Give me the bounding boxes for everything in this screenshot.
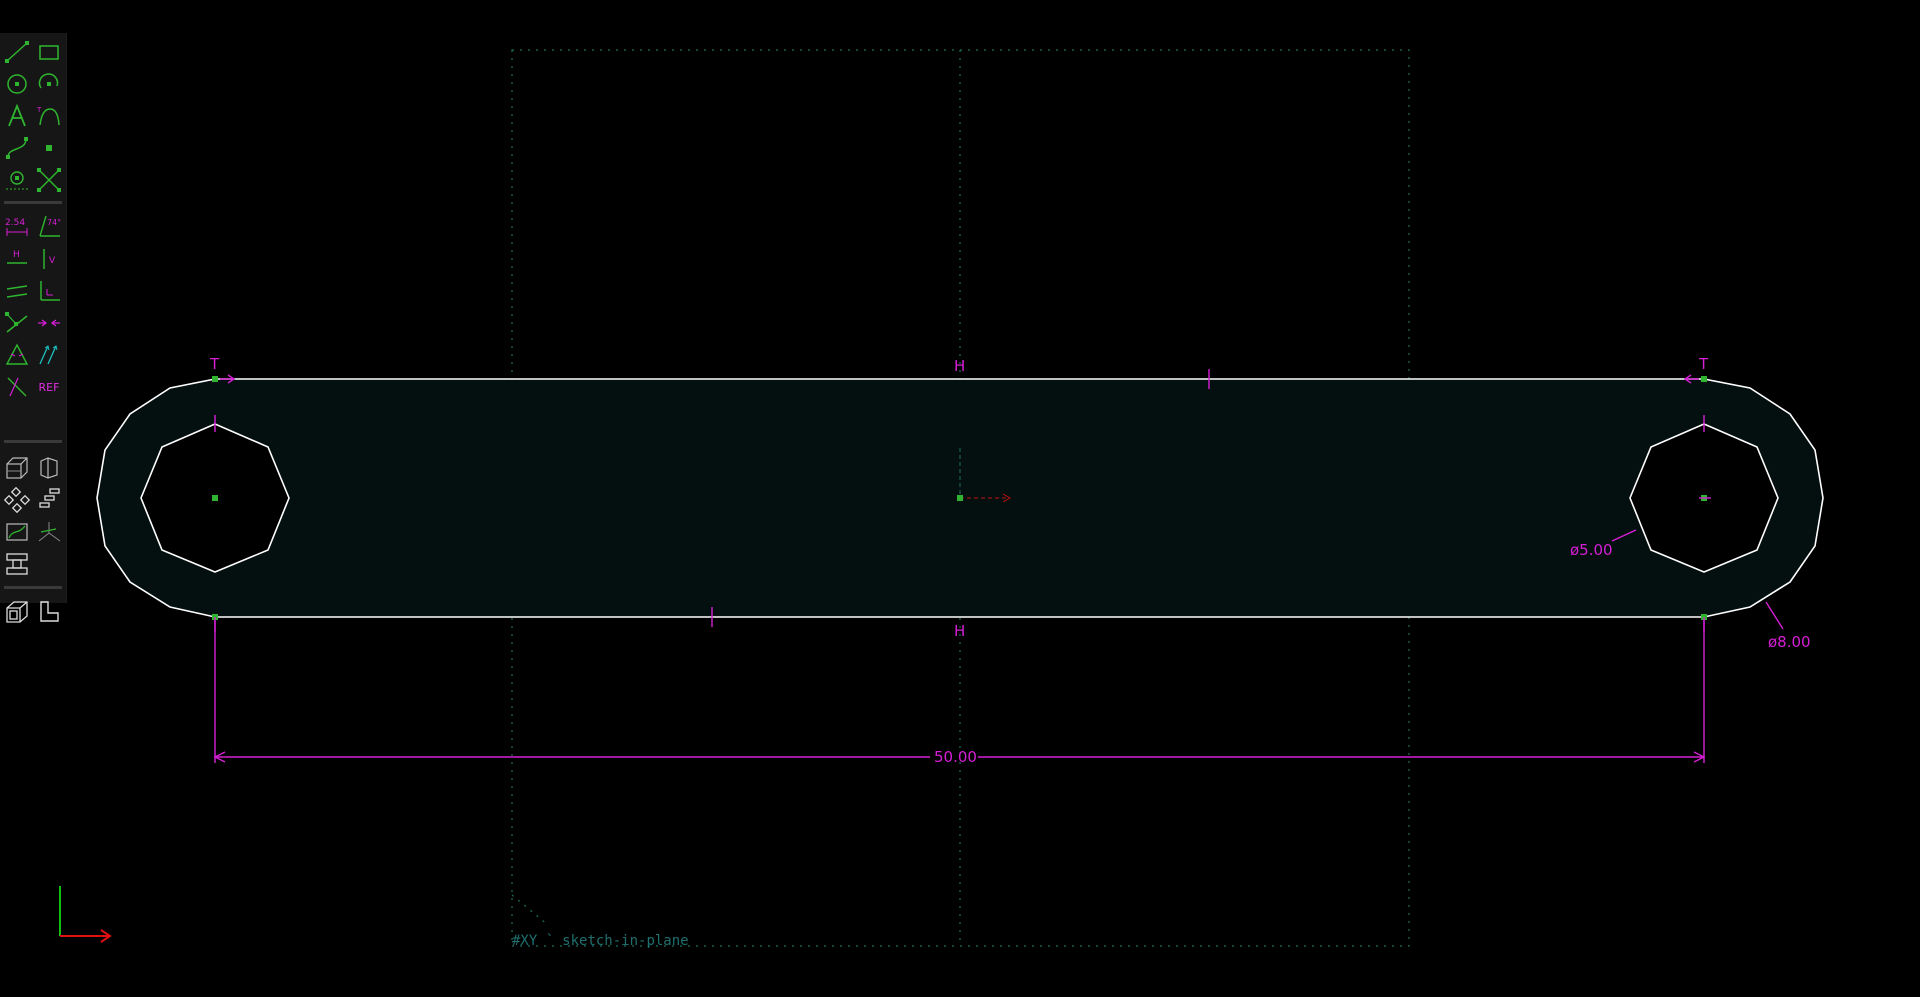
vertical-constraint-icon[interactable]: V [35,245,63,273]
cubic-spline-icon[interactable] [3,134,31,162]
link-import-icon[interactable] [3,550,31,578]
rectangle-icon[interactable] [35,38,63,66]
workplane-icon[interactable] [3,166,31,194]
tangent-constraint-left[interactable]: T [209,355,220,373]
same-orientation-icon[interactable] [35,341,63,369]
sketch-in-plane-icon[interactable] [3,518,31,546]
datum-point-icon[interactable] [35,134,63,162]
step-rotate-icon[interactable] [3,486,31,514]
distance-dimension-icon[interactable]: 2.54 [3,213,31,241]
toolbar-separator [4,201,62,204]
diameter-leaders [1611,529,1784,630]
nearest-iso-view-icon[interactable] [3,598,31,626]
reference-toggle-label: REF [38,380,60,394]
horizontal-constraint-top[interactable]: H [954,357,965,375]
text-tool-icon[interactable] [3,102,31,130]
other-angle-icon[interactable] [3,373,31,401]
perpendicular-constraint-icon[interactable] [35,277,63,305]
nearest-ortho-view-icon[interactable] [35,598,63,626]
length-dimension[interactable] [213,620,1706,763]
svg-text:H: H [13,250,20,260]
extrude-icon[interactable] [3,454,31,482]
step-translate-icon[interactable] [35,486,63,514]
point-on-line-icon[interactable] [3,309,31,337]
horizontal-constraint-icon[interactable]: H [3,245,31,273]
svg-text:T: T [36,106,42,114]
toolbar-separator [4,440,62,443]
circle-icon[interactable] [3,70,31,98]
horizontal-constraint-bottom[interactable]: H [954,622,965,640]
svg-text:74°: 74° [47,218,61,227]
length-dimension-label[interactable]: 50.00 [934,748,977,766]
lathe-icon[interactable] [35,454,63,482]
svg-text:2.54: 2.54 [5,218,25,228]
tangent-arc-icon[interactable]: T [35,102,63,130]
hole-diameter-label[interactable]: ø5.00 [1570,541,1613,559]
axis-indicator [59,886,112,943]
split-curves-icon[interactable] [35,166,63,194]
tool-palette: T 2.54 74° H V REF [0,33,67,623]
svg-text:V: V [49,256,56,266]
line-segment-icon[interactable] [3,38,31,66]
end-diameter-label[interactable]: ø8.00 [1768,633,1811,651]
parallel-constraint-icon[interactable] [3,277,31,305]
arc-icon[interactable] [35,70,63,98]
workplane-label: #XY ` sketch-in-plane [512,933,689,949]
sketch-in-3d-icon[interactable] [35,518,63,546]
reference-toggle-icon[interactable]: REF [35,373,63,401]
tangent-constraint-right[interactable]: T [1698,355,1709,373]
toolbar-separator [4,586,62,589]
angle-dimension-icon[interactable]: 74° [35,213,63,241]
symmetric-constraint-icon[interactable] [35,309,63,337]
equal-length-icon[interactable] [3,341,31,369]
